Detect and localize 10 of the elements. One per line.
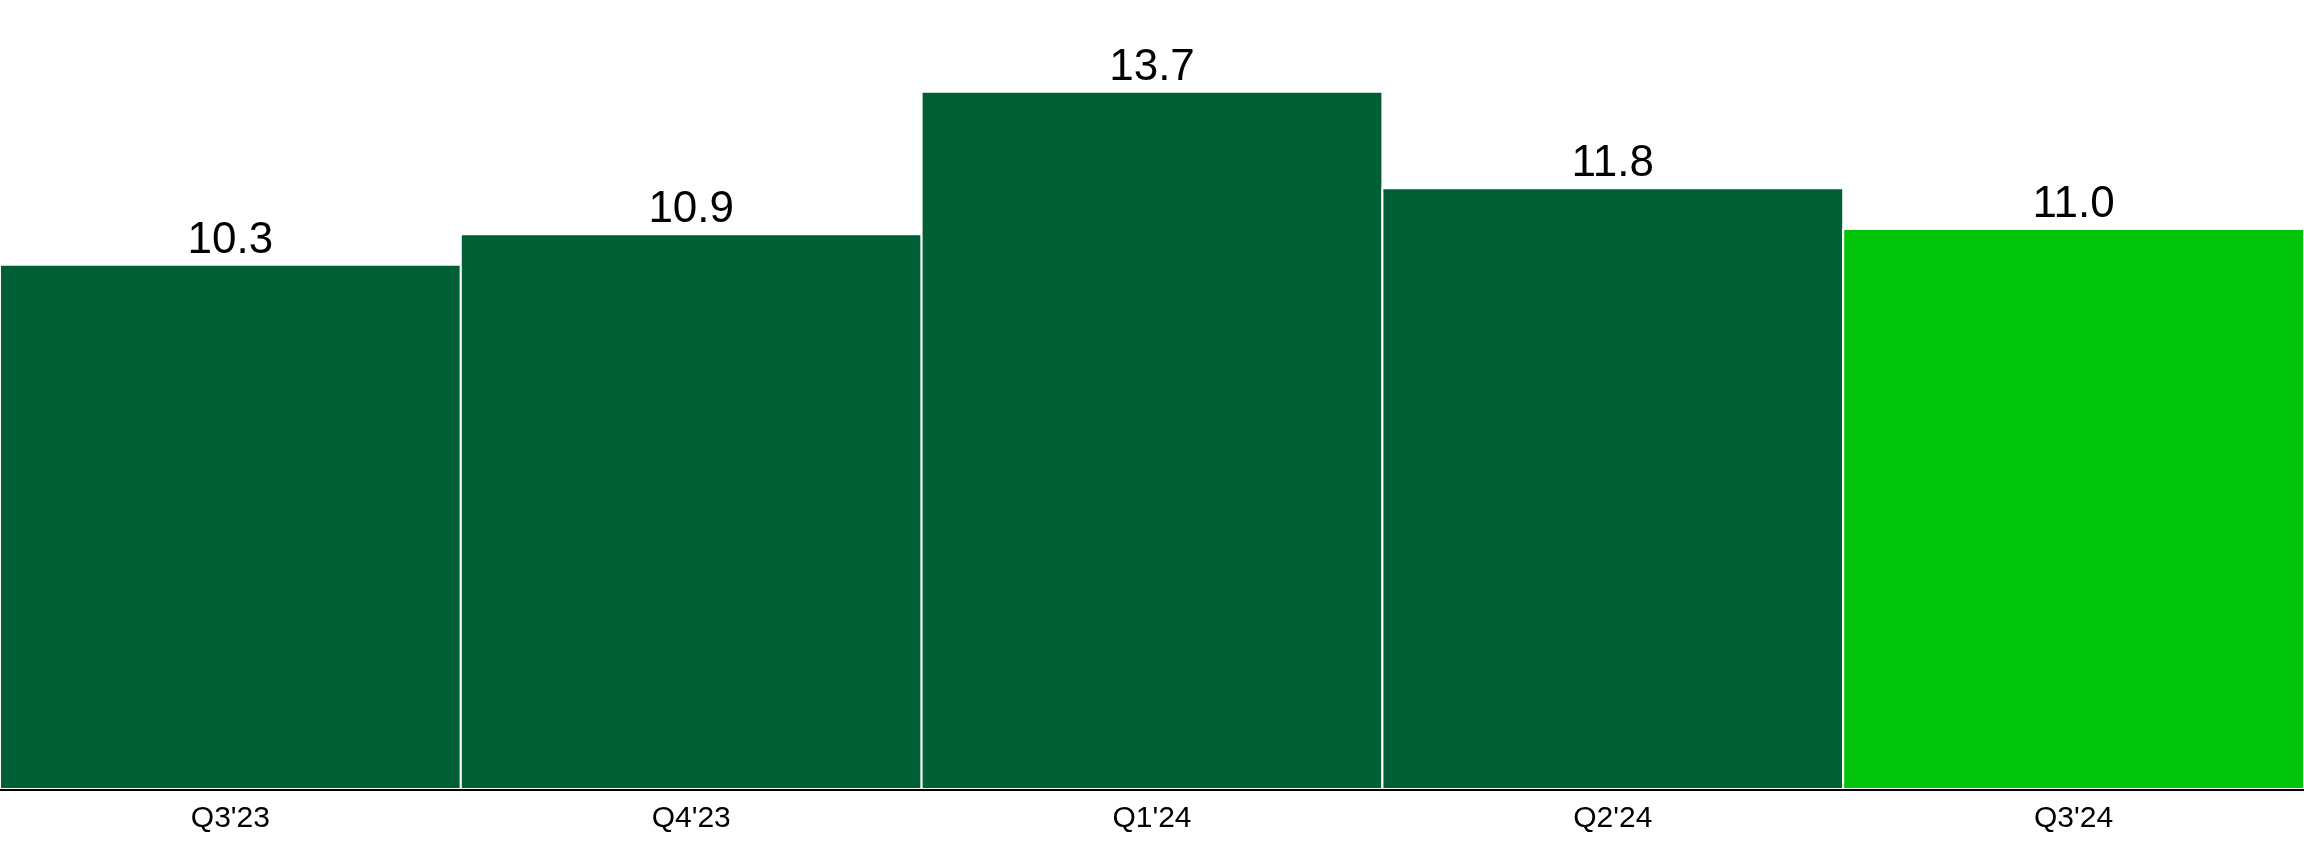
x-tick-label: Q2'24 <box>1573 800 1653 833</box>
x-tick-label: Q4'23 <box>651 800 731 833</box>
data-label: 10.9 <box>648 182 735 232</box>
x-tick-label: Q3'24 <box>2034 800 2114 833</box>
x-tick-label: Q3'23 <box>190 800 270 833</box>
data-label: 11.8 <box>1571 136 1654 186</box>
data-label: 10.3 <box>187 212 274 262</box>
data-label: 13.7 <box>1109 39 1195 89</box>
x-tick-label: Q1'24 <box>1112 800 1192 833</box>
data-label: 11.0 <box>2032 177 2115 227</box>
